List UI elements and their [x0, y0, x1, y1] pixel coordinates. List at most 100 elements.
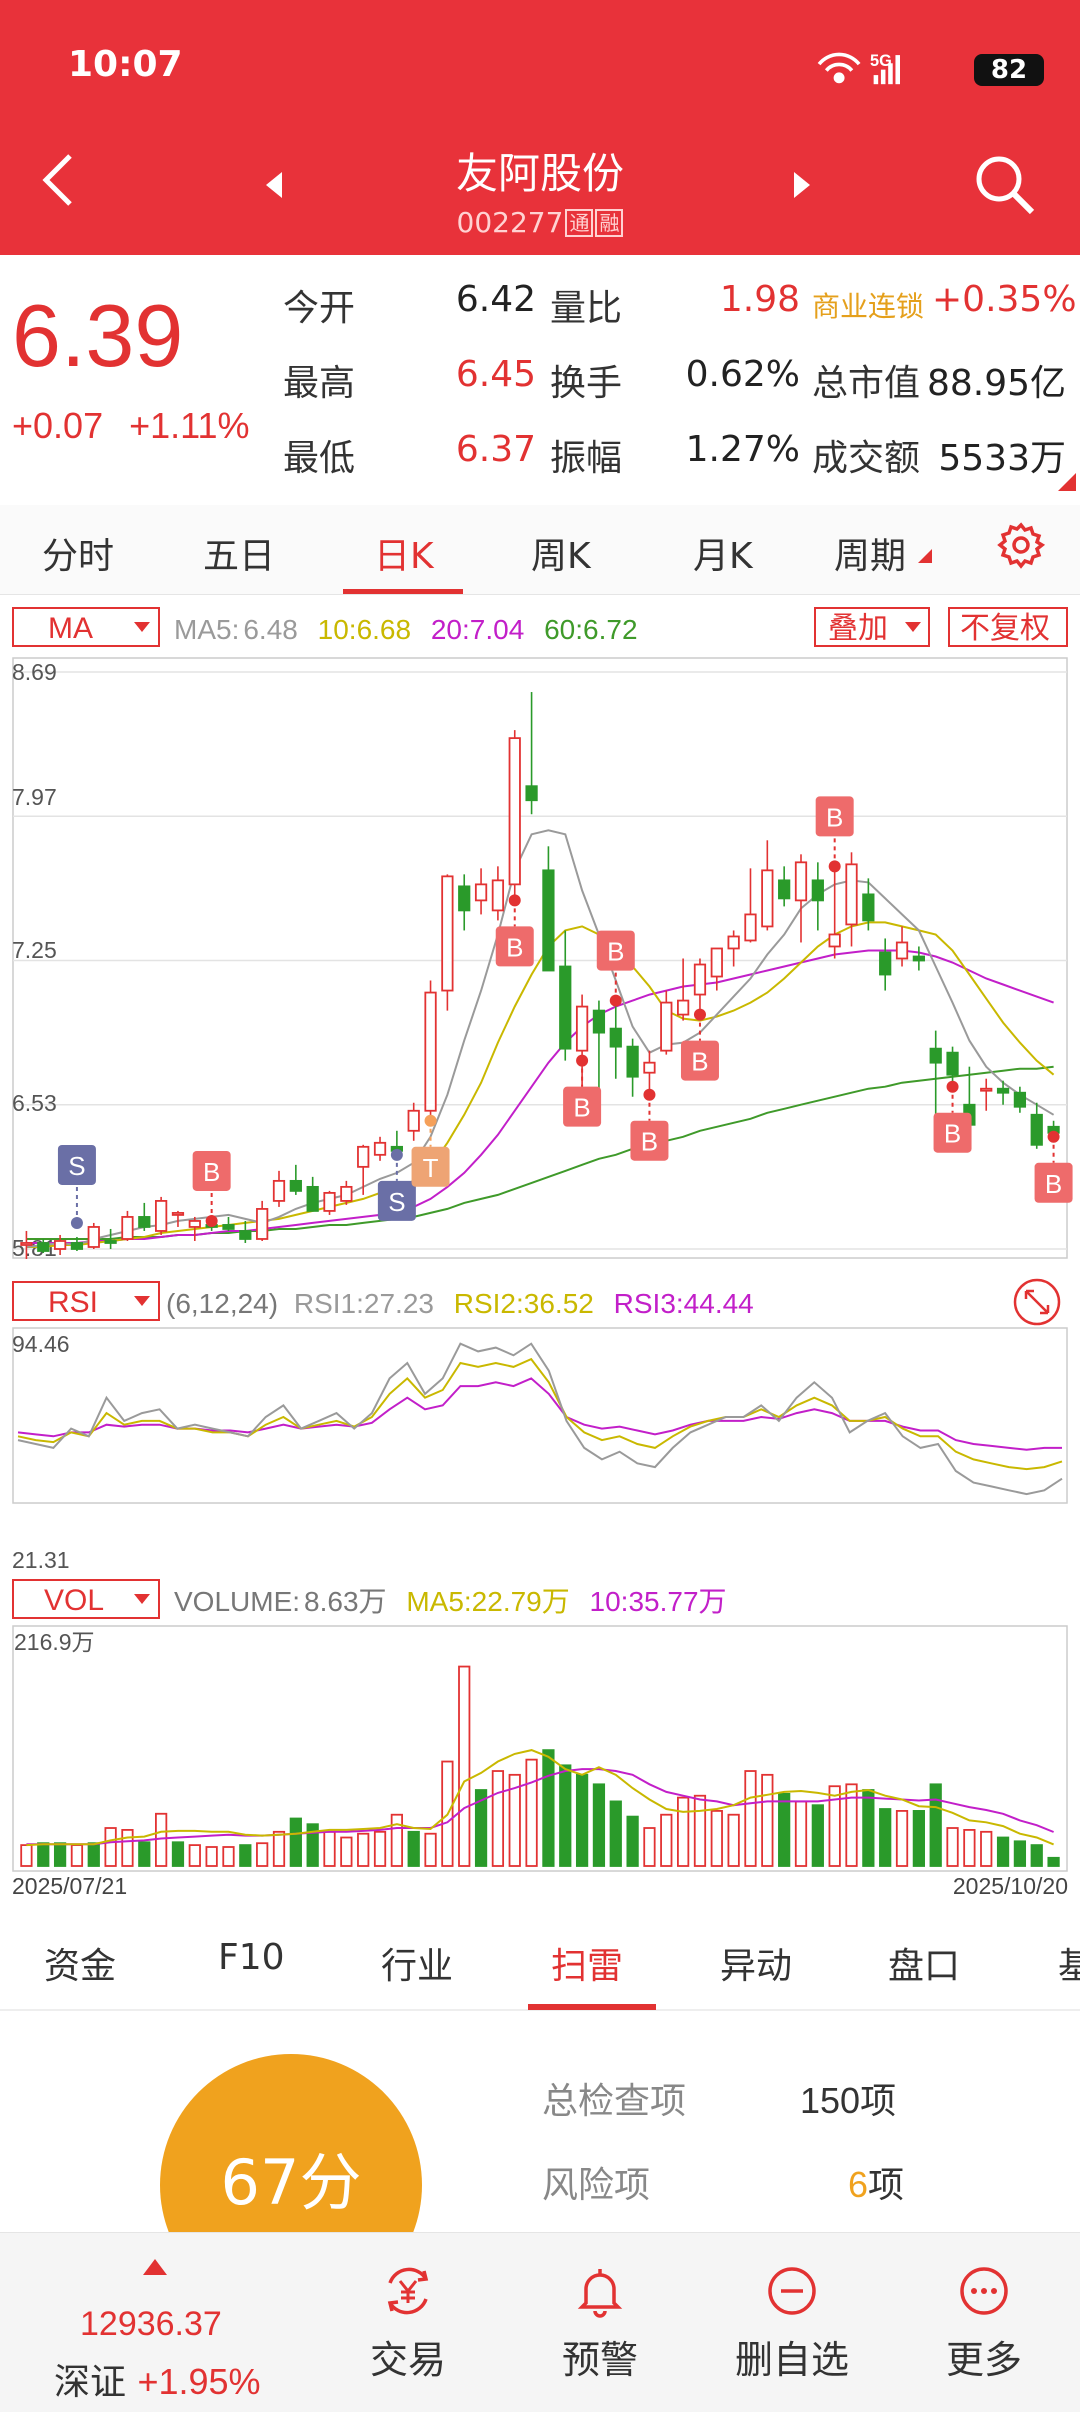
tab-weekly-k[interactable]: 周K	[531, 536, 591, 577]
svg-text:B: B	[641, 1127, 658, 1157]
tab-daily-k[interactable]: 日K	[374, 536, 434, 577]
vol-bar	[390, 1813, 403, 1867]
status-time: 10:07	[68, 44, 183, 85]
candle	[727, 930, 740, 967]
function-tabs: 资金 F10 行业 扫雷 异动 盘口 基	[0, 1915, 1080, 2011]
chart-area[interactable]: MA MA5: 6.48 10:6.68 20:7.04 60:6.72 叠加 不…	[0, 598, 1080, 1913]
vol-bar	[407, 1830, 420, 1867]
rsi-expand-icon[interactable]	[1013, 1278, 1061, 1326]
quote-panel: 6.39 +0.07 +1.11% 今开 6.42 量比 1.98 商业连锁 +0…	[0, 255, 1080, 495]
tab-period[interactable]: 周期	[834, 536, 907, 577]
candle	[946, 1046, 959, 1087]
open-value: 6.42	[455, 279, 536, 320]
svg-text:S: S	[388, 1187, 405, 1217]
settings-gear-icon[interactable]	[997, 521, 1045, 569]
trade-button[interactable]: 交易	[328, 2263, 488, 2403]
alert-button[interactable]: 预警	[520, 2263, 680, 2403]
remove-watchlist-button[interactable]: 删自选	[712, 2263, 872, 2403]
more-button[interactable]: 更多	[904, 2263, 1064, 2403]
adjust-button[interactable]: 不复权	[948, 607, 1068, 647]
kline-ma-lines	[26, 829, 1055, 1248]
tab-more-cut[interactable]: 基	[1058, 1946, 1080, 1987]
vol-bar	[626, 1815, 639, 1867]
candle	[424, 980, 437, 1121]
high-value: 6.45	[455, 354, 536, 395]
vol-bar	[744, 1770, 757, 1867]
candle	[862, 878, 875, 931]
corner-expand-icon[interactable]	[1058, 473, 1076, 491]
next-stock-icon[interactable]	[790, 170, 814, 200]
tab-order-book[interactable]: 盘口	[888, 1946, 961, 1987]
vol-bar	[458, 1665, 471, 1867]
vol-bar	[980, 1830, 993, 1867]
rsi-indicator-select[interactable]: RSI	[12, 1281, 160, 1321]
vol-bar	[727, 1813, 740, 1867]
tab-monthly-k[interactable]: 月K	[693, 536, 753, 577]
turnover-amount-label: 成交额	[812, 438, 921, 479]
svg-text:VOL: VOL	[44, 1584, 104, 1617]
low-label: 最低	[283, 438, 356, 479]
candle	[20, 1230, 33, 1260]
vol-bar	[1013, 1840, 1027, 1867]
search-icon[interactable]	[972, 152, 1036, 216]
kline-candles	[20, 692, 1060, 1260]
vol-bars	[20, 1665, 1060, 1867]
candle	[980, 1078, 993, 1111]
ma-legend: MA5: 6.48 10:6.68 20:7.04 60:6.72	[174, 614, 638, 645]
index-value[interactable]: 12936.37	[80, 2305, 222, 2343]
tab-scan[interactable]: 扫雷	[551, 1946, 624, 1987]
vol-ma5-line	[26, 1749, 1054, 1847]
trade-marker-b: B	[630, 1088, 669, 1161]
candle	[104, 1228, 117, 1249]
candle	[626, 1038, 639, 1097]
vol-bar	[205, 1846, 218, 1867]
svg-text:T: T	[423, 1153, 439, 1183]
candle	[121, 1210, 134, 1241]
tab-underline	[343, 589, 463, 594]
vol-bar	[996, 1836, 1010, 1867]
index-up-arrow-icon	[143, 2259, 167, 2275]
candle	[37, 1238, 50, 1253]
tab-intraday[interactable]: 分时	[42, 536, 115, 577]
total-check-label: 总检查项	[542, 2081, 687, 2122]
y-tick-top: 8.69	[12, 659, 57, 685]
vol-bar	[87, 1842, 100, 1867]
svg-text:B: B	[607, 937, 624, 967]
candle	[171, 1210, 185, 1227]
trade-yen-icon	[387, 2267, 429, 2315]
back-icon[interactable]	[36, 150, 80, 210]
tab-f10[interactable]: F10	[218, 1937, 285, 1978]
svg-text:B: B	[506, 932, 523, 962]
vol-bar	[525, 1758, 538, 1867]
ma-indicator-select[interactable]: MA	[12, 607, 160, 647]
sector-label[interactable]: 商业连锁	[812, 290, 925, 323]
date-end: 2025/10/20	[953, 1873, 1068, 1899]
kline-frame	[12, 657, 1068, 1259]
vol-bar	[811, 1804, 824, 1867]
svg-text:B: B	[203, 1157, 220, 1187]
svg-text:S: S	[68, 1151, 85, 1181]
tab-five-day[interactable]: 五日	[203, 536, 276, 577]
vol-bar	[306, 1823, 319, 1867]
prev-stock-icon[interactable]	[262, 170, 286, 200]
tab-anomaly[interactable]: 异动	[720, 1946, 793, 1987]
svg-text:B: B	[944, 1119, 961, 1149]
bell-icon	[577, 2269, 623, 2318]
amplitude-value: 1.27%	[685, 429, 800, 470]
candle	[609, 1000, 622, 1079]
candle	[744, 868, 757, 943]
tab-industry[interactable]: 行业	[381, 1946, 454, 1987]
total-check-count: 150	[800, 2080, 861, 2121]
vol-bar	[289, 1817, 302, 1867]
vol-bar	[70, 1844, 84, 1867]
tab-funds[interactable]: 资金	[44, 1946, 117, 1987]
candle	[912, 946, 925, 971]
overlay-button[interactable]: 叠加	[814, 607, 930, 647]
app-header: 10:07 5G 82 友阿股份 002277 通融	[0, 0, 1080, 255]
vol-indicator-select[interactable]: VOL	[12, 1579, 160, 1619]
vol-bar	[508, 1773, 521, 1867]
vol-bar	[643, 1827, 656, 1867]
risk-label: 风险项	[542, 2165, 651, 2206]
more-label: 更多	[945, 2338, 1022, 2382]
rsi1-line	[17, 1342, 1063, 1496]
